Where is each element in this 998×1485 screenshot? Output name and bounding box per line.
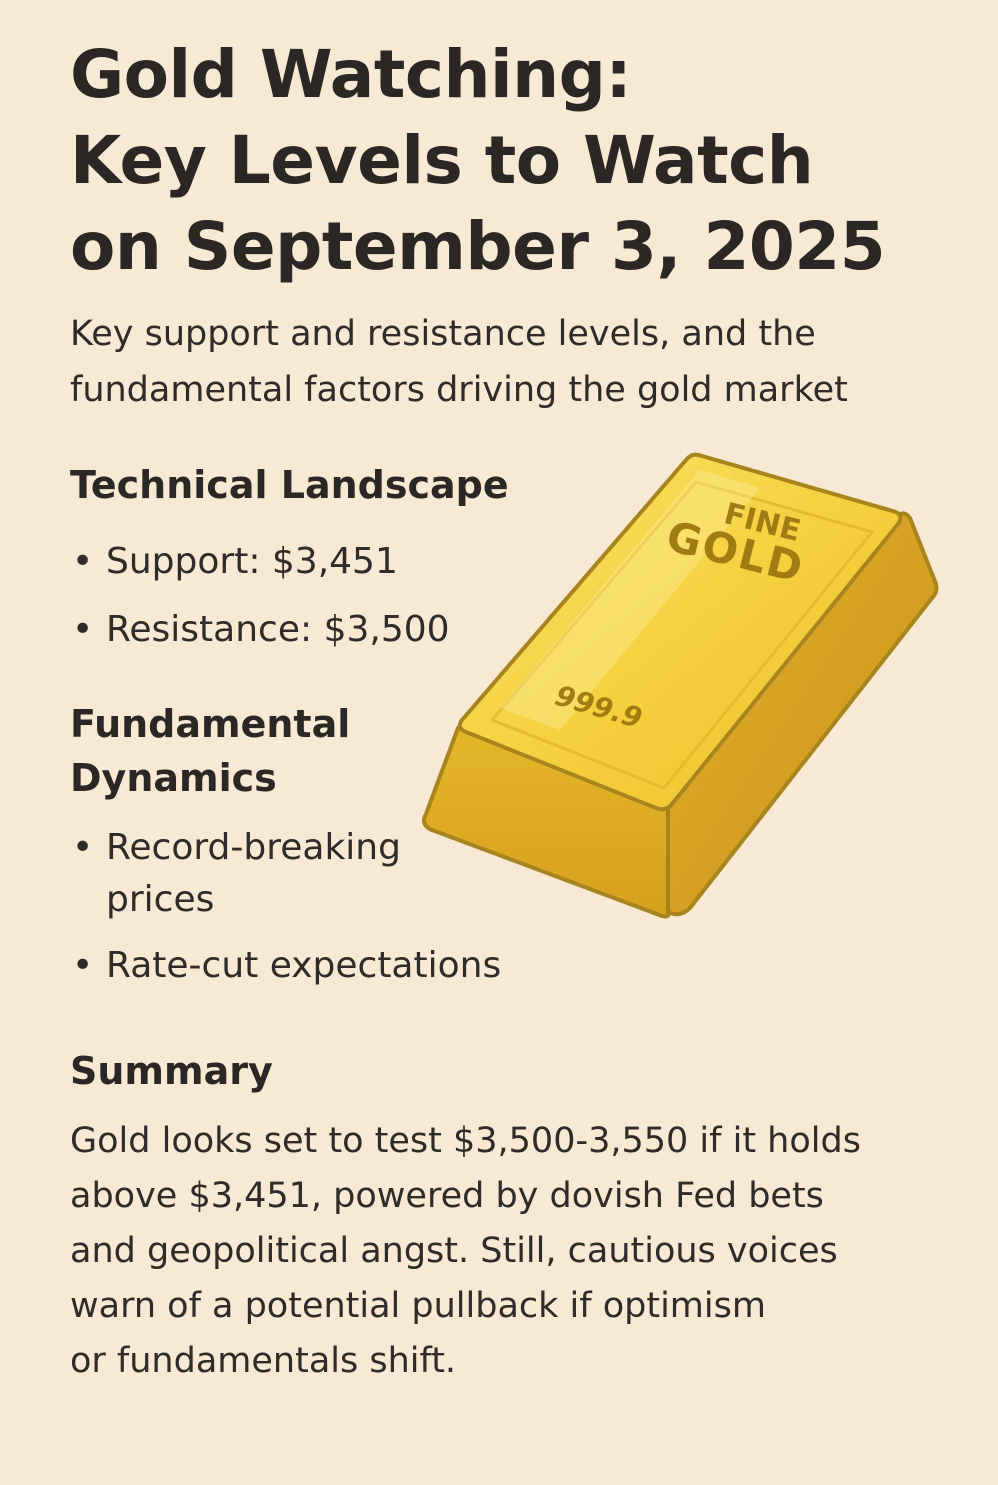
title-line-1: Gold Watching: [70, 36, 632, 113]
bar-top-face [457, 452, 903, 812]
fundamental-list: • Record-breaking prices • Rate-cut expe… [70, 822, 501, 992]
page-subtitle: Key support and resistance levels, and t… [70, 306, 970, 418]
bar-shine [500, 470, 760, 730]
list-item: • Support: $3,451 [70, 528, 450, 596]
bullet-dot: • [72, 541, 94, 582]
summary-line-5: or fundamentals shift. [70, 1341, 457, 1381]
title-line-3: on September 3, 2025 [70, 208, 886, 285]
summary-heading: Summary [70, 1049, 273, 1093]
fundamental-heading-line-2: Dynamics [70, 756, 277, 800]
list-item: • Rate-cut expectations [70, 940, 501, 992]
gold-bar-illustration: FINE GOLD 999.9 [422, 452, 939, 919]
technical-list: • Support: $3,451 • Resistance: $3,500 [70, 528, 450, 664]
resistance-level: Resistance: $3,500 [106, 609, 450, 650]
fundamental-item-2: Rate-cut expectations [106, 945, 502, 986]
summary-line-2: above $3,451, powered by dovish Fed bets [70, 1176, 824, 1216]
bullet-dot: • [72, 827, 94, 868]
list-item: • Resistance: $3,500 [70, 596, 450, 664]
page-title: Gold Watching: Key Levels to Watch on Se… [70, 32, 970, 290]
technical-heading: Technical Landscape [70, 463, 509, 507]
bullet-dot: • [72, 609, 94, 650]
subtitle-line-1: Key support and resistance levels, and t… [70, 314, 816, 354]
fundamental-item-1-line-1: Record-breaking [106, 827, 401, 868]
fundamental-heading-line-1: Fundamental [70, 702, 351, 746]
bar-top-bevel [490, 480, 874, 790]
summary-line-3: and geopolitical angst. Still, cautious … [70, 1231, 838, 1271]
subtitle-line-2: fundamental factors driving the gold mar… [70, 370, 848, 410]
list-item: • Record-breaking prices [70, 822, 501, 926]
bullet-dot: • [72, 945, 94, 986]
summary-line-1: Gold looks set to test $3,500-3,550 if i… [70, 1121, 861, 1161]
summary-text: Gold looks set to test $3,500-3,550 if i… [70, 1114, 970, 1389]
bar-right-face [666, 511, 939, 917]
fundamental-heading: Fundamental Dynamics [70, 697, 350, 805]
support-level: Support: $3,451 [106, 541, 398, 582]
title-line-2: Key Levels to Watch [70, 122, 814, 199]
fundamental-item-1-line-2: prices [106, 879, 215, 920]
summary-line-4: warn of a potential pullback if optimism [70, 1286, 766, 1326]
